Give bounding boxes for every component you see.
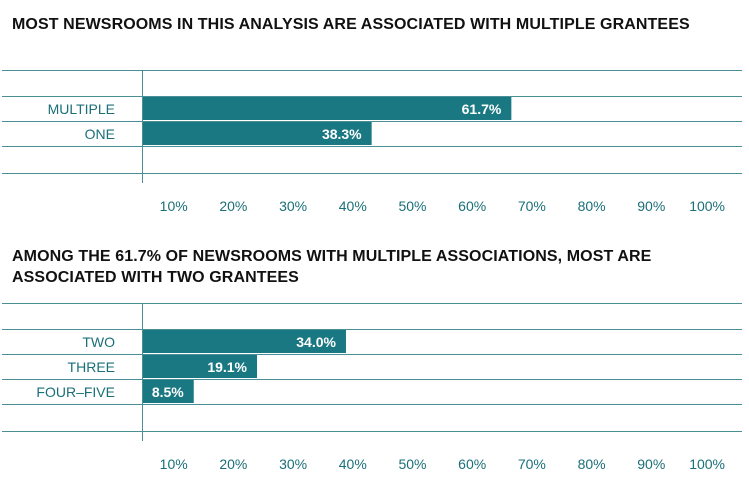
chart-1-plot: MULTIPLE 61.7% ONE 38.3% 10% 20% 30% 40% 50% 60% 7…	[2, 70, 742, 214]
data-label: 34.0%	[296, 334, 336, 350]
bar	[143, 330, 346, 353]
data-label: 19.1%	[207, 359, 247, 375]
x-tick-label: 40%	[339, 198, 367, 214]
x-tick-label: 10%	[160, 198, 188, 214]
x-tick-label: 100%	[689, 198, 725, 214]
x-tick-label: 60%	[458, 456, 486, 472]
x-tick-label: 20%	[219, 198, 247, 214]
category-label: FOUR–FIVE	[36, 384, 115, 400]
chart-2: AMONG THE 61.7% OF NEWSROOMS WITH MULTIP…	[0, 225, 749, 480]
x-tick-label: 70%	[518, 198, 546, 214]
x-tick-label: 30%	[279, 456, 307, 472]
chart-1: MOST NEWSROOMS IN THIS ANALYSIS ARE ASSO…	[0, 0, 749, 225]
bar	[143, 380, 194, 403]
x-tick-label: 70%	[518, 456, 546, 472]
chart-2-title: AMONG THE 61.7% OF NEWSROOMS WITH MULTIP…	[12, 248, 652, 286]
category-label: THREE	[68, 359, 115, 375]
chart-2-plot: TWO 34.0% THREE 19.1% FOUR–FIVE 8.5% 10% 20% 30%…	[2, 303, 742, 472]
category-label: ONE	[85, 126, 115, 142]
x-tick-label: 10%	[160, 456, 188, 472]
x-tick-label: 30%	[279, 198, 307, 214]
category-label: TWO	[82, 334, 115, 350]
x-tick-label: 80%	[578, 456, 606, 472]
category-label: MULTIPLE	[48, 101, 115, 117]
x-tick-label: 100%	[689, 456, 725, 472]
x-tick-label: 50%	[398, 456, 426, 472]
x-tick-label: 40%	[339, 456, 367, 472]
x-tick-label: 20%	[219, 456, 247, 472]
bar	[143, 355, 258, 378]
data-label: 8.5%	[152, 384, 184, 400]
x-tick-label: 50%	[398, 198, 426, 214]
data-label: 61.7%	[462, 101, 502, 117]
x-tick-label: 90%	[637, 198, 665, 214]
data-label: 38.3%	[322, 126, 362, 142]
chart-1-title: MOST NEWSROOMS IN THIS ANALYSIS ARE ASSO…	[12, 16, 690, 33]
bar	[143, 97, 512, 120]
bar	[143, 122, 372, 145]
x-tick-label: 80%	[578, 198, 606, 214]
x-tick-label: 60%	[458, 198, 486, 214]
x-tick-label: 90%	[637, 456, 665, 472]
